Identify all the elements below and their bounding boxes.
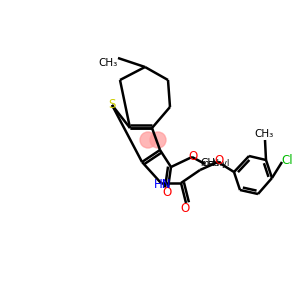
Text: O: O (162, 187, 172, 200)
Text: CH₃: CH₃ (254, 129, 274, 139)
Text: HN: HN (154, 178, 172, 190)
Text: CH₃: CH₃ (200, 158, 220, 168)
Text: S: S (108, 98, 116, 112)
Text: O: O (188, 149, 198, 163)
Text: O: O (214, 154, 224, 167)
Circle shape (140, 132, 156, 148)
Text: methyl: methyl (200, 160, 230, 169)
Text: Cl: Cl (281, 154, 293, 167)
Text: CH₃: CH₃ (98, 58, 118, 68)
Text: O: O (180, 202, 190, 214)
Circle shape (150, 132, 166, 148)
